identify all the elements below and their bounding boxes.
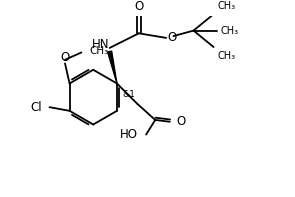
Polygon shape <box>108 51 117 84</box>
Text: O: O <box>176 115 186 128</box>
Text: CH₃: CH₃ <box>221 26 239 36</box>
Text: HO: HO <box>120 128 138 141</box>
Text: O: O <box>134 0 143 13</box>
Text: CH₃: CH₃ <box>217 51 235 61</box>
Text: O: O <box>60 51 70 64</box>
Text: &1: &1 <box>122 90 135 99</box>
Text: CH₃: CH₃ <box>90 46 109 56</box>
Text: O: O <box>167 31 176 44</box>
Text: Cl: Cl <box>31 101 42 114</box>
Text: HN: HN <box>92 38 109 51</box>
Text: CH₃: CH₃ <box>217 1 235 10</box>
